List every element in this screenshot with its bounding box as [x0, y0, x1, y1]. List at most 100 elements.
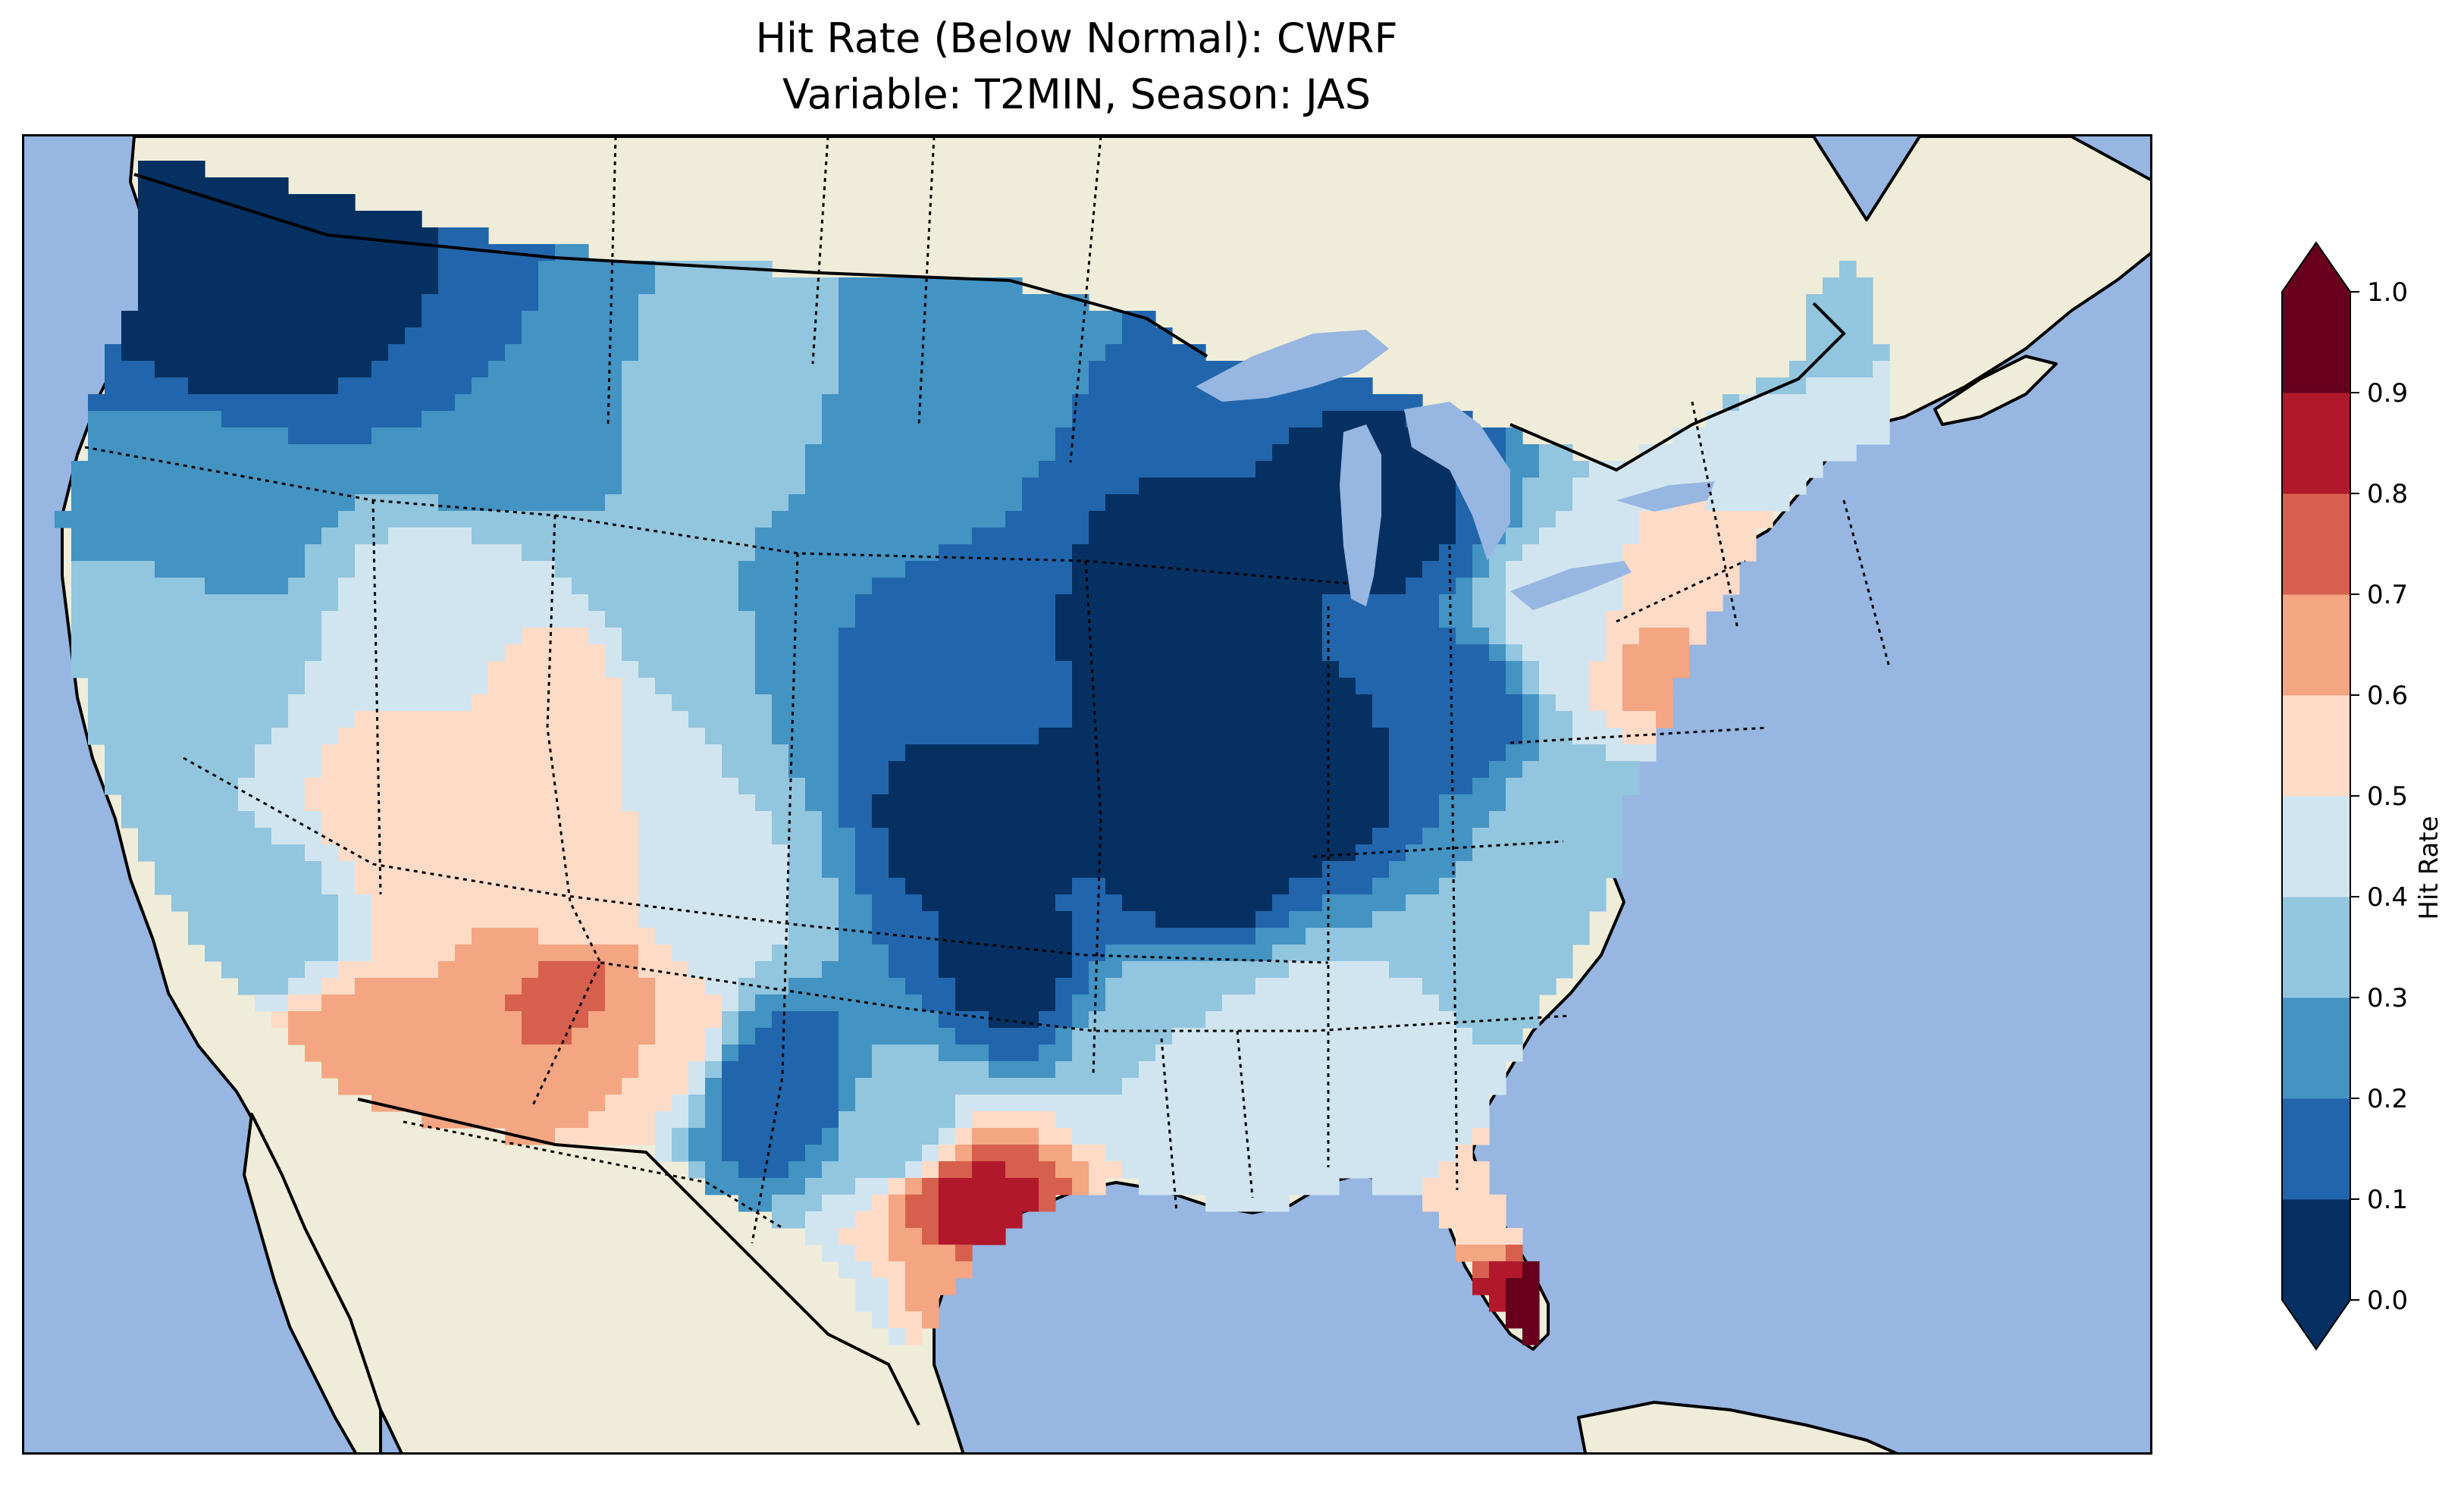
grid-cell: [955, 611, 973, 628]
grid-cell: [1039, 544, 1056, 562]
grid-cell: [1205, 1195, 1223, 1212]
grid-cell: [138, 778, 155, 795]
grid-cell: [722, 844, 739, 862]
grid-cell: [455, 1061, 472, 1079]
grid-cell: [1222, 711, 1240, 728]
grid-cell: [688, 1061, 706, 1079]
grid-cell: [1089, 361, 1106, 378]
grid-cell: [1522, 794, 1540, 812]
grid-cell: [1005, 1011, 1023, 1029]
grid-cell: [755, 1161, 773, 1179]
grid-cell: [188, 344, 205, 362]
grid-cell: [622, 311, 639, 328]
grid-cell: [271, 678, 289, 695]
grid-cell: [1306, 1095, 1323, 1112]
grid-cell: [655, 327, 672, 345]
grid-cell: [321, 628, 339, 645]
grid-cell: [1005, 644, 1023, 662]
grid-cell: [1222, 744, 1240, 762]
grid-cell: [422, 461, 439, 478]
grid-cell: [972, 411, 989, 428]
grid-cell: [438, 1095, 456, 1112]
grid-cell: [688, 478, 706, 495]
grid-cell: [738, 694, 756, 712]
grid-cell: [155, 544, 172, 562]
grid-cell: [1189, 978, 1206, 995]
grid-cell: [939, 1211, 956, 1229]
grid-cell: [1506, 778, 1523, 795]
grid-cell: [788, 1061, 806, 1079]
grid-cell: [1055, 961, 1073, 979]
grid-cell: [622, 678, 639, 695]
grid-cell: [1506, 711, 1523, 728]
grid-cell: [989, 561, 1006, 578]
grid-cell: [1005, 327, 1023, 345]
grid-cell: [588, 261, 606, 278]
grid-cell: [855, 1061, 873, 1079]
grid-cell: [522, 561, 539, 578]
grid-cell: [1406, 1178, 1423, 1195]
grid-cell: [588, 694, 606, 712]
grid-cell: [321, 544, 339, 562]
grid-cell: [138, 844, 155, 862]
grid-cell: [105, 394, 122, 412]
grid-cell: [1389, 644, 1406, 662]
grid-cell: [205, 227, 222, 245]
grid-cell: [1656, 561, 1673, 578]
grid-cell: [422, 478, 439, 495]
lake-huron: [1404, 402, 1510, 561]
grid-cell: [738, 761, 756, 778]
grid-cell: [88, 478, 105, 495]
grid-cell: [1322, 928, 1340, 945]
grid-cell: [955, 511, 973, 528]
grid-cell: [1522, 711, 1540, 728]
grid-cell: [688, 678, 706, 695]
grid-cell: [455, 461, 472, 478]
grid-cell: [455, 361, 472, 378]
grid-cell: [1506, 544, 1523, 562]
grid-cell: [1072, 794, 1089, 812]
grid-cell: [672, 511, 689, 528]
grid-cell: [188, 578, 205, 595]
grid-cell: [1639, 644, 1657, 662]
grid-cell: [1055, 1061, 1073, 1079]
grid-cell: [1522, 444, 1540, 462]
grid-cell: [88, 411, 105, 428]
grid-cell: [488, 444, 506, 462]
grid-cell: [1372, 944, 1390, 962]
grid-cell: [622, 277, 639, 295]
grid-cell: [1072, 444, 1089, 462]
grid-cell: [321, 361, 339, 378]
grid-cell: [1422, 494, 1440, 512]
grid-cell: [905, 1295, 923, 1312]
grid-cell: [1039, 611, 1056, 628]
grid-cell: [1005, 794, 1023, 812]
colorbar-tick-label: 0.0: [2367, 1286, 2408, 1316]
grid-cell: [338, 994, 356, 1012]
grid-cell: [1406, 1011, 1423, 1029]
grid-cell: [738, 1078, 756, 1095]
grid-cell: [588, 1045, 606, 1062]
grid-cell: [1539, 444, 1556, 462]
grid-cell: [1539, 711, 1556, 728]
grid-cell: [722, 461, 739, 478]
grid-cell: [138, 394, 155, 412]
grid-cell: [1122, 411, 1140, 428]
grid-cell: [1522, 978, 1540, 995]
grid-cell: [221, 344, 239, 362]
grid-cell: [1089, 728, 1106, 745]
grid-cell: [1372, 644, 1390, 662]
grid-cell: [889, 928, 906, 945]
grid-cell: [672, 544, 689, 562]
grid-cell: [555, 494, 572, 512]
grid-cell: [1256, 411, 1273, 428]
grid-cell: [1856, 411, 1873, 428]
grid-cell: [1155, 928, 1173, 945]
grid-cell: [655, 744, 672, 762]
grid-cell: [171, 461, 189, 478]
grid-cell: [288, 911, 306, 929]
grid-cell: [238, 478, 255, 495]
grid-cell: [438, 678, 456, 695]
grid-cell: [755, 327, 773, 345]
grid-cell: [321, 961, 339, 979]
